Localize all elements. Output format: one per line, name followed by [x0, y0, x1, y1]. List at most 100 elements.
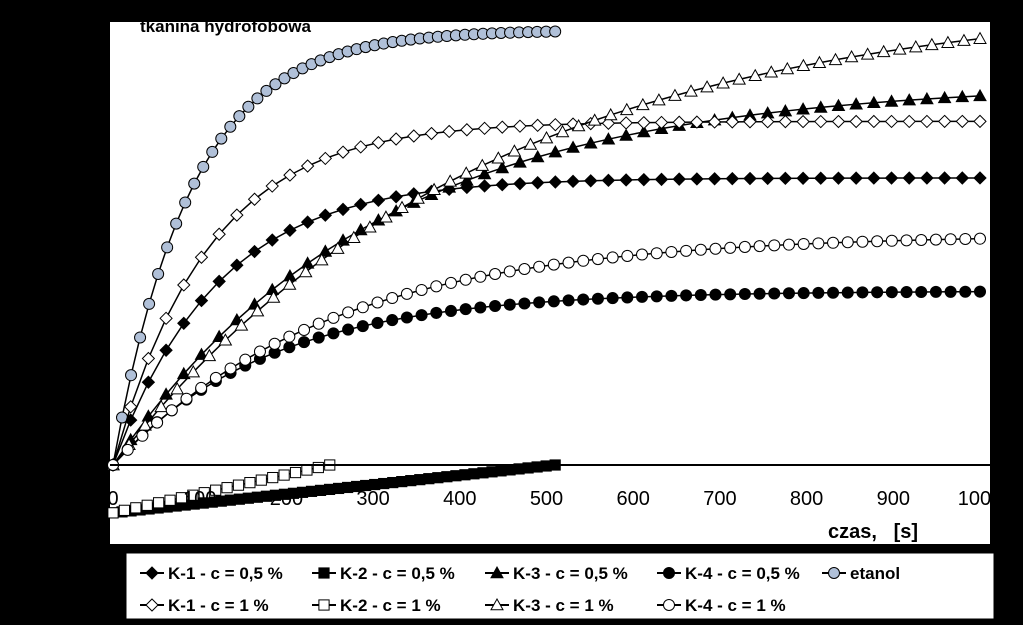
- data-point: [665, 289, 678, 302]
- data-point: [530, 118, 545, 133]
- data-point: [159, 387, 173, 400]
- data-point: [233, 110, 246, 123]
- legend-item: K-1 - c = 0,5 %: [140, 564, 283, 583]
- data-point: [411, 191, 425, 204]
- data-point: [738, 240, 751, 253]
- legend-label: K-3 - c = 1 %: [513, 596, 614, 615]
- data-point: [716, 76, 730, 89]
- data-point: [400, 311, 413, 324]
- data-point: [724, 241, 737, 254]
- data-point: [760, 115, 775, 129]
- data-point: [937, 90, 952, 104]
- data-point: [187, 489, 199, 501]
- data-point: [212, 227, 226, 241]
- x-axis-title: czas, [s]: [828, 521, 918, 543]
- data-point: [177, 316, 191, 331]
- data-point: [179, 196, 192, 209]
- chart-title: tkanina hydrofobowa: [140, 17, 312, 36]
- legend-label: K-1 - c = 1 %: [168, 596, 269, 615]
- data-point: [282, 277, 297, 290]
- data-point: [549, 25, 562, 38]
- data-point: [601, 173, 616, 188]
- data-point: [356, 320, 369, 333]
- legend-marker: [662, 598, 676, 612]
- data-point: [709, 242, 722, 255]
- data-point: [530, 149, 545, 163]
- data-point: [796, 171, 810, 185]
- data-point: [900, 286, 913, 299]
- data-point: [244, 477, 256, 489]
- data-point: [318, 151, 333, 166]
- data-point: [356, 301, 369, 314]
- legend-label: K-4 - c = 1 %: [685, 596, 786, 615]
- data-point: [944, 285, 957, 298]
- series-2: [107, 459, 561, 519]
- data-point: [738, 288, 751, 301]
- x-tick-label: 500: [530, 488, 563, 510]
- data-point: [539, 131, 554, 144]
- data-point: [283, 330, 296, 343]
- data-point: [937, 171, 952, 185]
- data-point: [709, 288, 722, 301]
- data-point: [212, 274, 226, 289]
- data-point: [107, 507, 119, 519]
- data-point: [814, 114, 828, 129]
- data-point: [915, 233, 928, 247]
- data-point: [654, 115, 669, 130]
- data-point: [354, 140, 368, 154]
- legend-item: K-3 - c = 0,5 %: [485, 564, 628, 583]
- data-point: [849, 171, 863, 185]
- legend-marker: [145, 566, 159, 580]
- legend-marker: [662, 566, 676, 580]
- data-point: [902, 171, 916, 185]
- data-point: [518, 297, 531, 310]
- data-point: [230, 258, 244, 272]
- data-point: [778, 114, 793, 129]
- data-point: [902, 114, 916, 129]
- data-point: [591, 292, 604, 305]
- data-point: [547, 295, 560, 308]
- data-point: [796, 114, 810, 129]
- data-point: [354, 197, 368, 212]
- data-point: [314, 253, 329, 266]
- data-point: [141, 351, 156, 366]
- data-point: [694, 289, 707, 302]
- data-point: [915, 285, 928, 299]
- data-point: [247, 244, 262, 259]
- legend-marker: [490, 565, 504, 579]
- data-point: [424, 126, 439, 141]
- data-point: [707, 115, 722, 129]
- data-point: [459, 166, 474, 179]
- data-point: [221, 482, 233, 494]
- data-point: [443, 174, 458, 187]
- data-point: [301, 464, 313, 476]
- data-point: [386, 314, 399, 327]
- series-layer: [106, 25, 987, 519]
- data-point: [141, 375, 156, 389]
- data-point: [283, 168, 297, 182]
- data-point: [134, 331, 147, 344]
- data-point: [180, 392, 193, 405]
- data-point: [533, 260, 546, 273]
- data-point: [318, 244, 333, 257]
- data-point: [300, 215, 315, 229]
- data-point: [814, 171, 828, 185]
- data-point: [619, 116, 633, 130]
- data-point: [959, 285, 972, 298]
- data-point: [680, 244, 693, 257]
- data-point: [170, 382, 185, 395]
- data-point: [186, 365, 201, 378]
- data-point: [442, 180, 457, 193]
- data-point: [841, 236, 854, 249]
- x-tick-label: 400: [443, 488, 476, 510]
- data-point: [871, 286, 884, 299]
- data-point: [336, 202, 350, 217]
- data-point: [636, 124, 651, 138]
- data-point: [884, 94, 899, 107]
- data-point: [153, 497, 165, 509]
- data-point: [700, 80, 714, 93]
- data-point: [513, 155, 527, 168]
- data-point: [867, 171, 881, 185]
- data-point: [768, 287, 781, 300]
- x-tick-label: 1000: [958, 488, 1003, 510]
